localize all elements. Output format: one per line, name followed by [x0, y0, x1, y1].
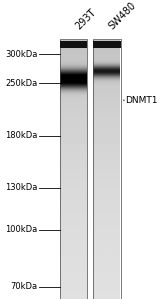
Bar [60, 39, 87, 298]
Bar [93, 39, 120, 298]
Text: 180kDa: 180kDa [5, 131, 37, 140]
Text: 70kDa: 70kDa [10, 282, 37, 291]
Text: 250kDa: 250kDa [5, 79, 37, 88]
Text: 100kDa: 100kDa [5, 225, 37, 234]
Text: DNMT1: DNMT1 [125, 96, 158, 105]
Text: 300kDa: 300kDa [5, 50, 37, 58]
Text: 293T: 293T [73, 8, 97, 32]
Bar [93, 41, 120, 48]
Bar [60, 41, 87, 48]
Text: SW480: SW480 [107, 1, 138, 32]
Text: 130kDa: 130kDa [5, 183, 37, 192]
